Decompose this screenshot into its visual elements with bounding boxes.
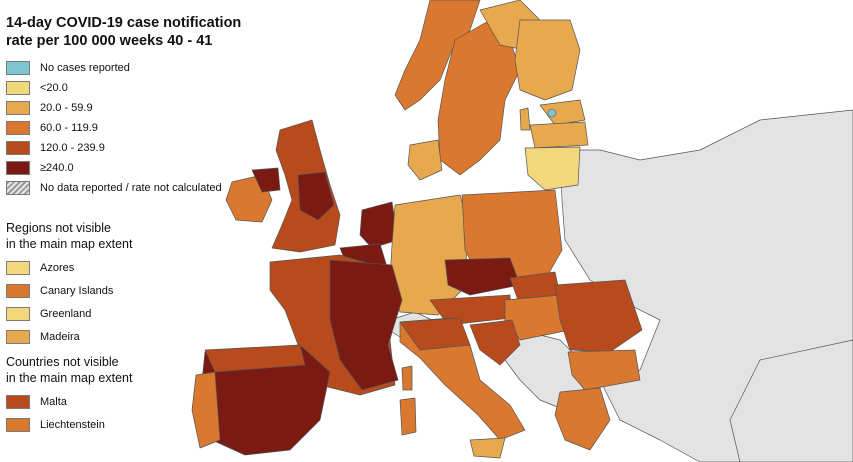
- denmark: [407, 139, 443, 181]
- legend-item: No cases reported: [6, 58, 266, 78]
- sardinia: [399, 397, 417, 436]
- sicily: [469, 437, 506, 459]
- rate-legend: No cases reported <20.0 20.0 - 59.9 60.0…: [6, 58, 266, 198]
- no-cases-region-marker: [547, 108, 557, 118]
- region-label: Greenland: [40, 307, 92, 320]
- region-item: Madeira: [6, 325, 266, 348]
- country-label: Liechtenstein: [40, 418, 105, 431]
- region-swatch: [6, 306, 30, 321]
- region-item: Greenland: [6, 302, 266, 325]
- country-item: Malta: [6, 390, 266, 413]
- legend-label: ≥240.0: [40, 162, 74, 174]
- legend-swatch: [6, 61, 30, 75]
- map-title-line-1: 14-day COVID-19 case notification: [6, 15, 242, 31]
- portugal: [191, 371, 221, 449]
- country-swatch: [6, 394, 30, 409]
- country-item: Liechtenstein: [6, 413, 266, 436]
- countries-not-visible-heading: Countries not visible in the main map ex…: [6, 354, 266, 386]
- region-label: Canary Islands: [40, 284, 114, 297]
- northern-england: [297, 171, 335, 221]
- legend-item: <20.0: [6, 78, 266, 98]
- romania: [554, 279, 643, 353]
- netherlands: [359, 201, 399, 249]
- region-item: Canary Islands: [6, 279, 266, 302]
- legend-swatch: [6, 161, 30, 175]
- latvia: [529, 121, 589, 149]
- turkey-edge: [729, 339, 853, 462]
- northern-ireland: [251, 167, 281, 193]
- region-swatch: [6, 329, 30, 344]
- italy-north: [399, 317, 471, 351]
- regions-not-visible-heading: Regions not visible in the main map exte…: [6, 220, 266, 252]
- hungary: [504, 294, 571, 341]
- legend-item: 60.0 - 119.9: [6, 118, 266, 138]
- norway: [394, 0, 481, 111]
- region-swatch: [6, 260, 30, 275]
- slovenia-croatia: [469, 319, 521, 366]
- country-swatch: [6, 417, 30, 432]
- estonia: [539, 99, 586, 126]
- finland: [514, 19, 581, 101]
- legend-label: No cases reported: [40, 62, 130, 74]
- czechia: [444, 257, 521, 296]
- legend-label: <20.0: [40, 82, 68, 94]
- legend-swatch: [6, 81, 30, 95]
- legend-label: 60.0 - 119.9: [40, 122, 98, 134]
- bulgaria: [567, 349, 641, 391]
- corsica: [401, 365, 413, 391]
- greece: [554, 387, 611, 451]
- regions-not-visible-list: Azores Canary Islands Greenland Madeira: [6, 256, 266, 348]
- legend-item: 120.0 - 239.9: [6, 138, 266, 158]
- regions-heading-line-2: in the main map extent: [6, 237, 133, 251]
- countries-heading-line-2: in the main map extent: [6, 371, 133, 385]
- legend-item: No data reported / rate not calculated: [6, 178, 266, 198]
- gotland: [519, 107, 531, 131]
- region-label: Azores: [40, 261, 75, 274]
- map-title: 14-day COVID-19 case notification rate p…: [6, 14, 266, 50]
- legend-swatch: [6, 181, 30, 195]
- country-label: Malta: [40, 395, 67, 408]
- legend-swatch: [6, 101, 30, 115]
- countries-heading-line-1: Countries not visible: [6, 355, 119, 369]
- region-item: Azores: [6, 256, 266, 279]
- countries-not-visible-list: Malta Liechtenstein: [6, 390, 266, 436]
- legend-item: 20.0 - 59.9: [6, 98, 266, 118]
- legend-label: 120.0 - 239.9: [40, 142, 105, 154]
- spain-north: [204, 344, 306, 373]
- lithuania: [524, 146, 581, 191]
- map-title-line-2: rate per 100 000 weeks 40 - 41: [6, 33, 213, 49]
- region-swatch: [6, 283, 30, 298]
- france-east: [329, 259, 403, 391]
- region-label: Madeira: [40, 330, 80, 343]
- germany: [389, 194, 471, 316]
- legend-label: No data reported / rate not calculated: [40, 182, 222, 194]
- regions-heading-line-1: Regions not visible: [6, 221, 111, 235]
- legend-item: ≥240.0: [6, 158, 266, 178]
- legend-panel: 14-day COVID-19 case notification rate p…: [6, 14, 266, 436]
- legend-swatch: [6, 121, 30, 135]
- legend-swatch: [6, 141, 30, 155]
- legend-label: 20.0 - 59.9: [40, 102, 93, 114]
